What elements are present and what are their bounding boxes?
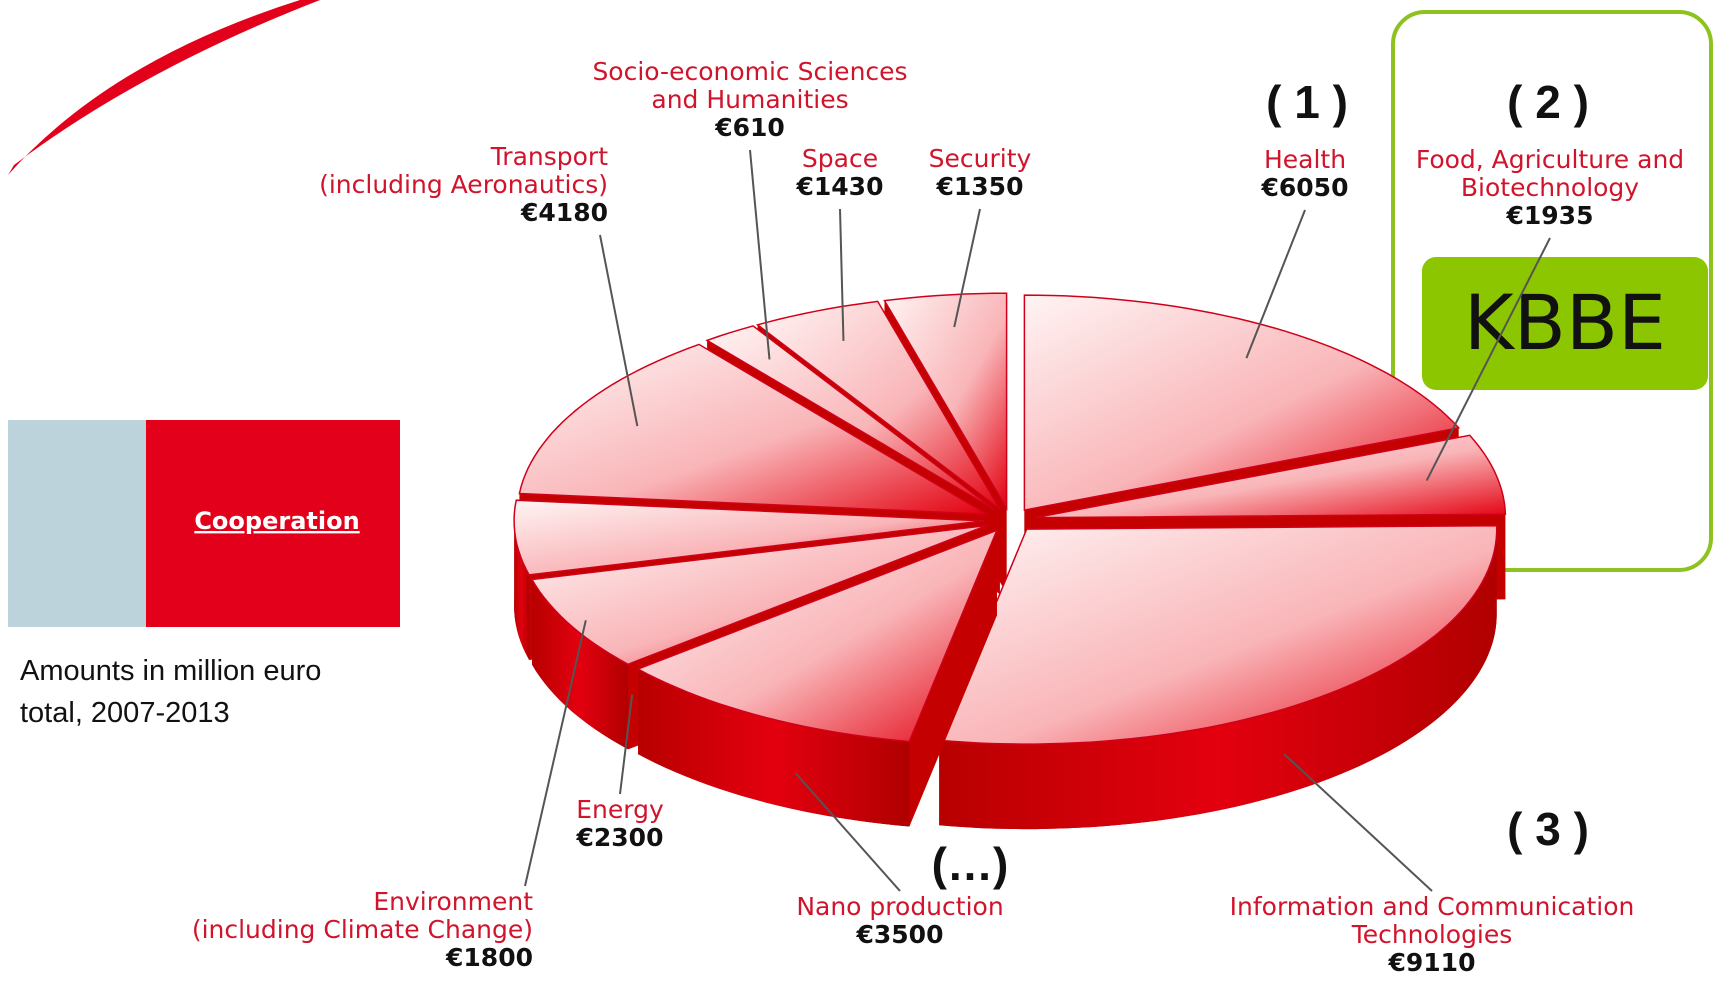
category-label: Energy — [576, 795, 664, 824]
category-label: Environment(including Climate Change) — [192, 887, 533, 944]
annotation: (…) — [932, 838, 1009, 890]
category-label: Security — [929, 144, 1032, 173]
value-label: €4180 — [520, 198, 608, 227]
value-label: €3500 — [856, 920, 944, 949]
chart: Cooperation Amounts in million eurototal… — [0, 0, 1714, 987]
pie — [514, 293, 1505, 829]
annotation: ( 1 ) — [1266, 76, 1348, 128]
category-label: Nano production — [796, 892, 1003, 921]
value-label: €610 — [714, 113, 785, 142]
annotation: ( 2 ) — [1507, 76, 1589, 128]
category-label: Health — [1264, 145, 1346, 174]
annotation: ( 3 ) — [1507, 803, 1589, 855]
value-label: €1350 — [936, 172, 1024, 201]
category-label: Transport(including Aeronautics) — [319, 142, 608, 199]
swoosh — [8, 0, 320, 175]
panel-title: Cooperation — [194, 507, 359, 535]
value-label: €1430 — [796, 172, 884, 201]
value-label: €6050 — [1261, 173, 1349, 202]
page: {"chart_data": {"type": "pie", "categori… — [0, 0, 1714, 987]
leader-line — [1284, 754, 1432, 891]
value-label: €1935 — [1506, 201, 1594, 230]
panel-photo — [8, 420, 146, 627]
value-label: €9110 — [1388, 948, 1476, 977]
value-label: €1800 — [445, 943, 533, 972]
value-label: €2300 — [576, 823, 664, 852]
category-label: Space — [802, 144, 878, 173]
badge: KBBE — [1464, 278, 1666, 367]
